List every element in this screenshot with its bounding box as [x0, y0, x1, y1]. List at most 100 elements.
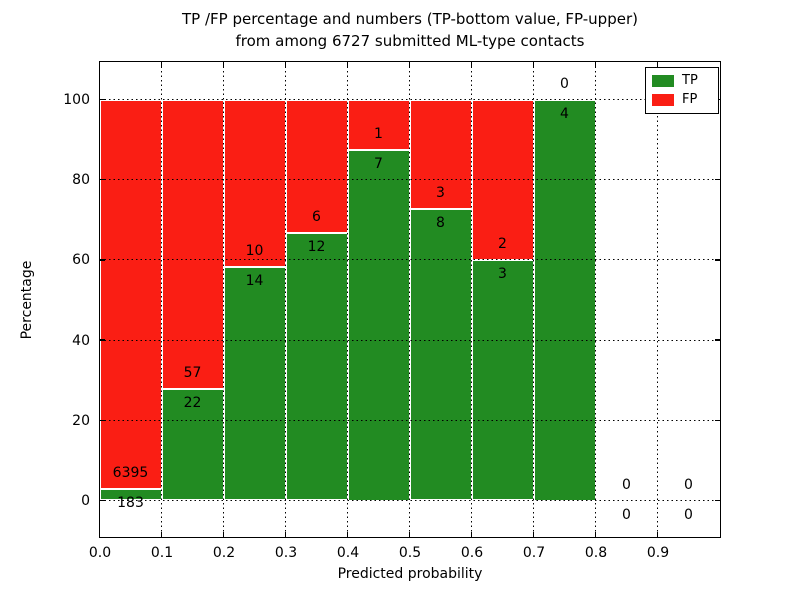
x-tick-mark: [532, 531, 535, 537]
y-tick-label: 100: [63, 92, 90, 108]
y-axis-label: Percentage: [19, 260, 35, 340]
y-tick-mark: [99, 339, 105, 341]
plot-area: 6395 183 57 22 10 14 6 12 1 7 3 8 2 3 0 4 0 0 0 0: [98, 60, 721, 538]
fp-count-label: 2: [498, 235, 507, 252]
y-tick-mark: [99, 98, 105, 101]
y-tick-mark: [99, 178, 105, 181]
x-tick-mark: [470, 531, 473, 537]
tp-count-label: 3: [498, 265, 507, 282]
tp-bar-segment: [471, 259, 534, 501]
v-gridline: [595, 61, 596, 537]
fp-bar-segment: [347, 99, 410, 150]
fp-count-label: 6395: [112, 465, 149, 482]
tp-count-label: 0: [622, 506, 631, 523]
fp-count-label: 3: [436, 184, 445, 201]
v-gridline: [409, 61, 410, 537]
x-tick-mark: [532, 61, 535, 67]
y-tick-mark: [99, 259, 105, 261]
v-gridline: [347, 61, 348, 537]
fp-bar-segment: [99, 99, 162, 490]
v-gridline: [657, 61, 658, 537]
x-tick-mark: [346, 61, 349, 67]
tp-count-label: 7: [374, 155, 383, 172]
v-gridline: [223, 61, 224, 537]
chart-title-line2: from among 6727 submitted ML-type contac…: [235, 32, 585, 50]
x-tick-mark: [408, 61, 411, 67]
x-axis-label: Predicted probability: [337, 566, 483, 582]
legend: TP FP: [645, 67, 719, 114]
x-tick-label: 0.2: [212, 545, 236, 561]
y-tick-mark: [99, 419, 105, 422]
x-tick-label: 0.4: [336, 545, 360, 561]
fp-bar-segment: [223, 99, 286, 267]
x-tick-mark: [656, 531, 659, 537]
x-tick-label: 0.7: [522, 545, 546, 561]
y-tick-mark: [714, 259, 720, 261]
tp-legend-label: TP: [682, 72, 698, 88]
legend-item-fp: FP: [652, 93, 712, 107]
x-tick-label: 0.6: [460, 545, 484, 561]
x-tick-mark: [470, 61, 473, 67]
fp-bar-segment: [409, 99, 472, 209]
tp-count-label: 183: [117, 495, 144, 512]
fp-count-label: 10: [245, 242, 264, 259]
tp-count-label: 12: [307, 239, 326, 256]
x-tick-mark: [408, 531, 411, 537]
tp-bar-segment: [285, 233, 348, 501]
tp-bar-segment: [347, 149, 410, 501]
y-tick-label: 0: [81, 493, 90, 509]
y-tick-label: 80: [72, 172, 90, 189]
x-tick-mark: [284, 61, 287, 67]
fp-count-label: 0: [684, 476, 693, 493]
x-tick-mark: [222, 61, 225, 67]
x-tick-mark: [656, 61, 659, 67]
chart-title: TP /FP percentage and numbers (TP-bottom…: [100, 8, 720, 52]
x-tick-mark: [284, 531, 287, 537]
fp-count-label: 6: [312, 209, 321, 226]
tp-count-label: 0: [684, 506, 693, 523]
y-tick-mark: [99, 499, 105, 502]
fp-count-label: 1: [374, 125, 383, 142]
fp-count-label: 57: [183, 364, 202, 381]
x-tick-label: 0.1: [150, 545, 174, 561]
legend-item-tp: TP: [652, 72, 712, 88]
fp-legend-swatch: [652, 94, 674, 107]
tp-count-label: 14: [245, 272, 264, 289]
y-tick-mark: [714, 339, 720, 341]
tp-count-label: 22: [183, 394, 202, 411]
x-tick-mark: [594, 531, 597, 537]
tp-bar-segment: [533, 99, 596, 501]
x-tick-label: 0.0: [88, 545, 112, 561]
tp-legend-swatch: [652, 74, 674, 87]
x-tick-label: 0.5: [398, 545, 422, 561]
fp-legend-label: FP: [682, 92, 698, 108]
fp-count-label: 0: [560, 75, 569, 92]
y-tick-label: 40: [72, 332, 90, 349]
x-tick-mark: [160, 61, 163, 67]
tp-count-label: 4: [560, 105, 569, 122]
tp-bar-segment: [223, 266, 286, 501]
tp-bar-segment: [409, 208, 472, 501]
fp-bar-segment: [161, 99, 224, 389]
v-gridline: [471, 61, 472, 537]
v-gridline: [285, 61, 286, 537]
tp-bar-segment: [161, 388, 224, 501]
y-tick-label: 60: [72, 252, 90, 269]
v-gridline: [161, 61, 162, 537]
y-tick-mark: [714, 499, 720, 502]
fp-count-label: 0: [622, 476, 631, 493]
chart-title-line1: TP /FP percentage and numbers (TP-bottom…: [182, 10, 638, 28]
x-tick-mark: [594, 61, 597, 67]
y-tick-label: 20: [72, 412, 90, 429]
y-tick-mark: [714, 178, 720, 181]
y-tick-mark: [714, 419, 720, 422]
x-tick-mark: [160, 531, 163, 537]
x-tick-label: 0.8: [584, 545, 608, 561]
v-gridline: [533, 61, 534, 537]
x-tick-mark: [222, 531, 225, 537]
x-tick-label: 0.9: [646, 545, 670, 561]
x-tick-mark: [346, 531, 349, 537]
x-tick-label: 0.3: [274, 545, 298, 561]
tp-count-label: 8: [436, 214, 445, 231]
